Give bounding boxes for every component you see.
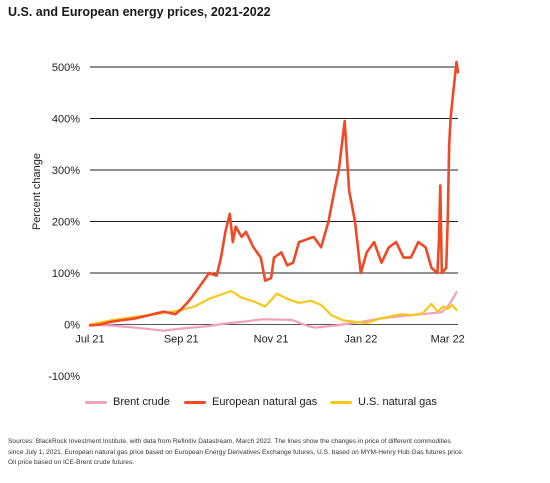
legend-item-european-gas: European natural gas [184,396,317,408]
series-line-us-gas [88,289,458,326]
source-note-line: since July 1, 2021. European natural gas… [8,448,464,456]
legend-swatch-us-gas [330,400,352,404]
chart-canvas: -100% 0% 100% 200% 300% 400% 500% Jul 21 Sep 21… [31,60,465,383]
x-tick-label: Sep 21 [164,334,199,346]
source-note-line: Oil price based on ICE-Brent crude futur… [8,459,135,466]
x-tick-label: Jan 22 [344,334,377,346]
x-tick-label: Mar 22 [431,334,465,346]
y-tick-label: 200% [52,217,80,229]
legend-label-us-gas: U.S. natural gas [358,396,437,408]
y-axis-label: Percent change [31,153,43,230]
y-tick-label: 0% [64,320,80,332]
y-tick-label: 400% [52,114,80,126]
source-notes: Sources: BlackRock Investment Institute,… [8,437,544,469]
x-tick-label: Jul 21 [75,334,104,346]
series-lines [88,60,460,332]
source-note-line: Sources: BlackRock Investment Institute,… [8,438,451,445]
series-line-european-gas [88,60,460,327]
y-tick-label: 300% [52,165,80,177]
legend-item-us-gas: U.S. natural gas [330,396,437,408]
legend: Brent crude European natural gas U.S. na… [0,396,550,412]
y-tick-label: 500% [52,62,80,74]
legend-swatch-european-gas [184,400,206,404]
legend-swatch-brent [85,400,107,404]
y-tick-label: 100% [52,268,80,280]
legend-label-european-gas: European natural gas [212,396,318,408]
grid-lines [90,66,458,325]
x-axis-ticks: Jul 21 Sep 21 Nov 21 Jan 22 Mar 22 [75,334,465,346]
legend-item-brent: Brent crude [85,396,170,408]
chart-title: U.S. and European energy prices, 2021-20… [8,5,271,19]
x-tick-label: Nov 21 [254,334,289,346]
y-axis-ticks: -100% 0% 100% 200% 300% 400% 500% [48,62,80,383]
legend-label-brent: Brent crude [113,396,170,408]
series-line-brent-crude [88,291,458,332]
y-tick-label: -100% [48,371,80,383]
